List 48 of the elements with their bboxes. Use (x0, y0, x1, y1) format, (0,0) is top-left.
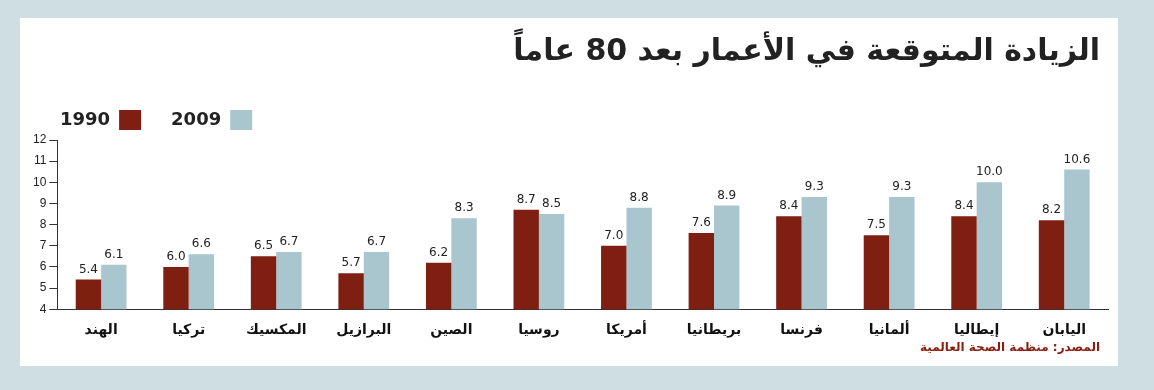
data-label: 9.3 (804, 179, 824, 194)
data-label: 8.5 (542, 196, 562, 211)
x-tick-label: اليابان (1042, 321, 1086, 338)
legend-label: 1990 (59, 107, 111, 129)
legend-label: 2009 (171, 107, 222, 129)
x-tick-label: إيطاليا (954, 321, 1000, 339)
y-tick-label: 5 (39, 280, 47, 295)
text: المصدر: منظمة الصحة العالمية (920, 340, 1100, 354)
y-tick-label: 12 (32, 132, 47, 147)
x-tick-label: فرنسا (780, 321, 823, 339)
data-label: 10.6 (1063, 151, 1091, 166)
data-label: 8.8 (629, 189, 649, 204)
data-label: 5.7 (341, 255, 361, 270)
data-label: 7.0 (604, 227, 624, 242)
y-tick-label: 8 (39, 216, 47, 231)
data-label: 6.2 (429, 244, 449, 259)
x-tick-label: الصين (430, 321, 473, 339)
data-label: 8.4 (779, 198, 799, 213)
x-tick-label: أمريكا (606, 320, 647, 339)
data-label: 7.6 (691, 215, 711, 230)
x-tick-label: روسيا (518, 321, 560, 339)
y-tick-label: 4 (39, 301, 47, 316)
data-label: 9.3 (892, 179, 912, 194)
x-tick-label: المكسيك (245, 321, 307, 338)
x-tick-label: تركيا (172, 321, 206, 339)
data-label: 6.0 (166, 249, 186, 264)
x-tick-label: البرازيل (336, 321, 392, 339)
data-label: 6.6 (191, 236, 211, 251)
data-label: 6.1 (104, 246, 124, 261)
x-tick-label: الهند (84, 321, 118, 339)
data-label: 7.5 (866, 217, 886, 232)
y-tick-label: 9 (39, 195, 47, 210)
data-label: 10.0 (976, 164, 1003, 179)
data-label: 6.7 (279, 234, 299, 249)
data-label: 8.7 (516, 191, 536, 206)
data-label: 6.7 (366, 234, 387, 249)
data-label: 8.4 (954, 198, 974, 213)
y-tick-label: 7 (39, 238, 47, 253)
x-tick-label: بريطانيا (686, 321, 742, 339)
data-label: 6.5 (253, 238, 274, 253)
y-tick-label: 6 (39, 259, 47, 274)
y-tick-label: 10 (32, 174, 47, 189)
data-label: 8.3 (454, 200, 474, 215)
data-label: 8.9 (717, 187, 737, 202)
data-label: 5.4 (78, 261, 98, 276)
x-tick-label: ألمانيا (868, 320, 910, 338)
data-label: 8.2 (1041, 202, 1062, 217)
y-tick-label: 11 (33, 153, 47, 168)
